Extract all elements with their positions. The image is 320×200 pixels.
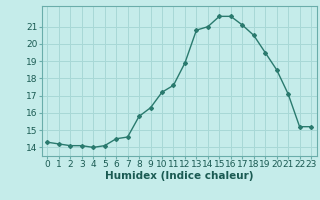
X-axis label: Humidex (Indice chaleur): Humidex (Indice chaleur) bbox=[105, 171, 253, 181]
